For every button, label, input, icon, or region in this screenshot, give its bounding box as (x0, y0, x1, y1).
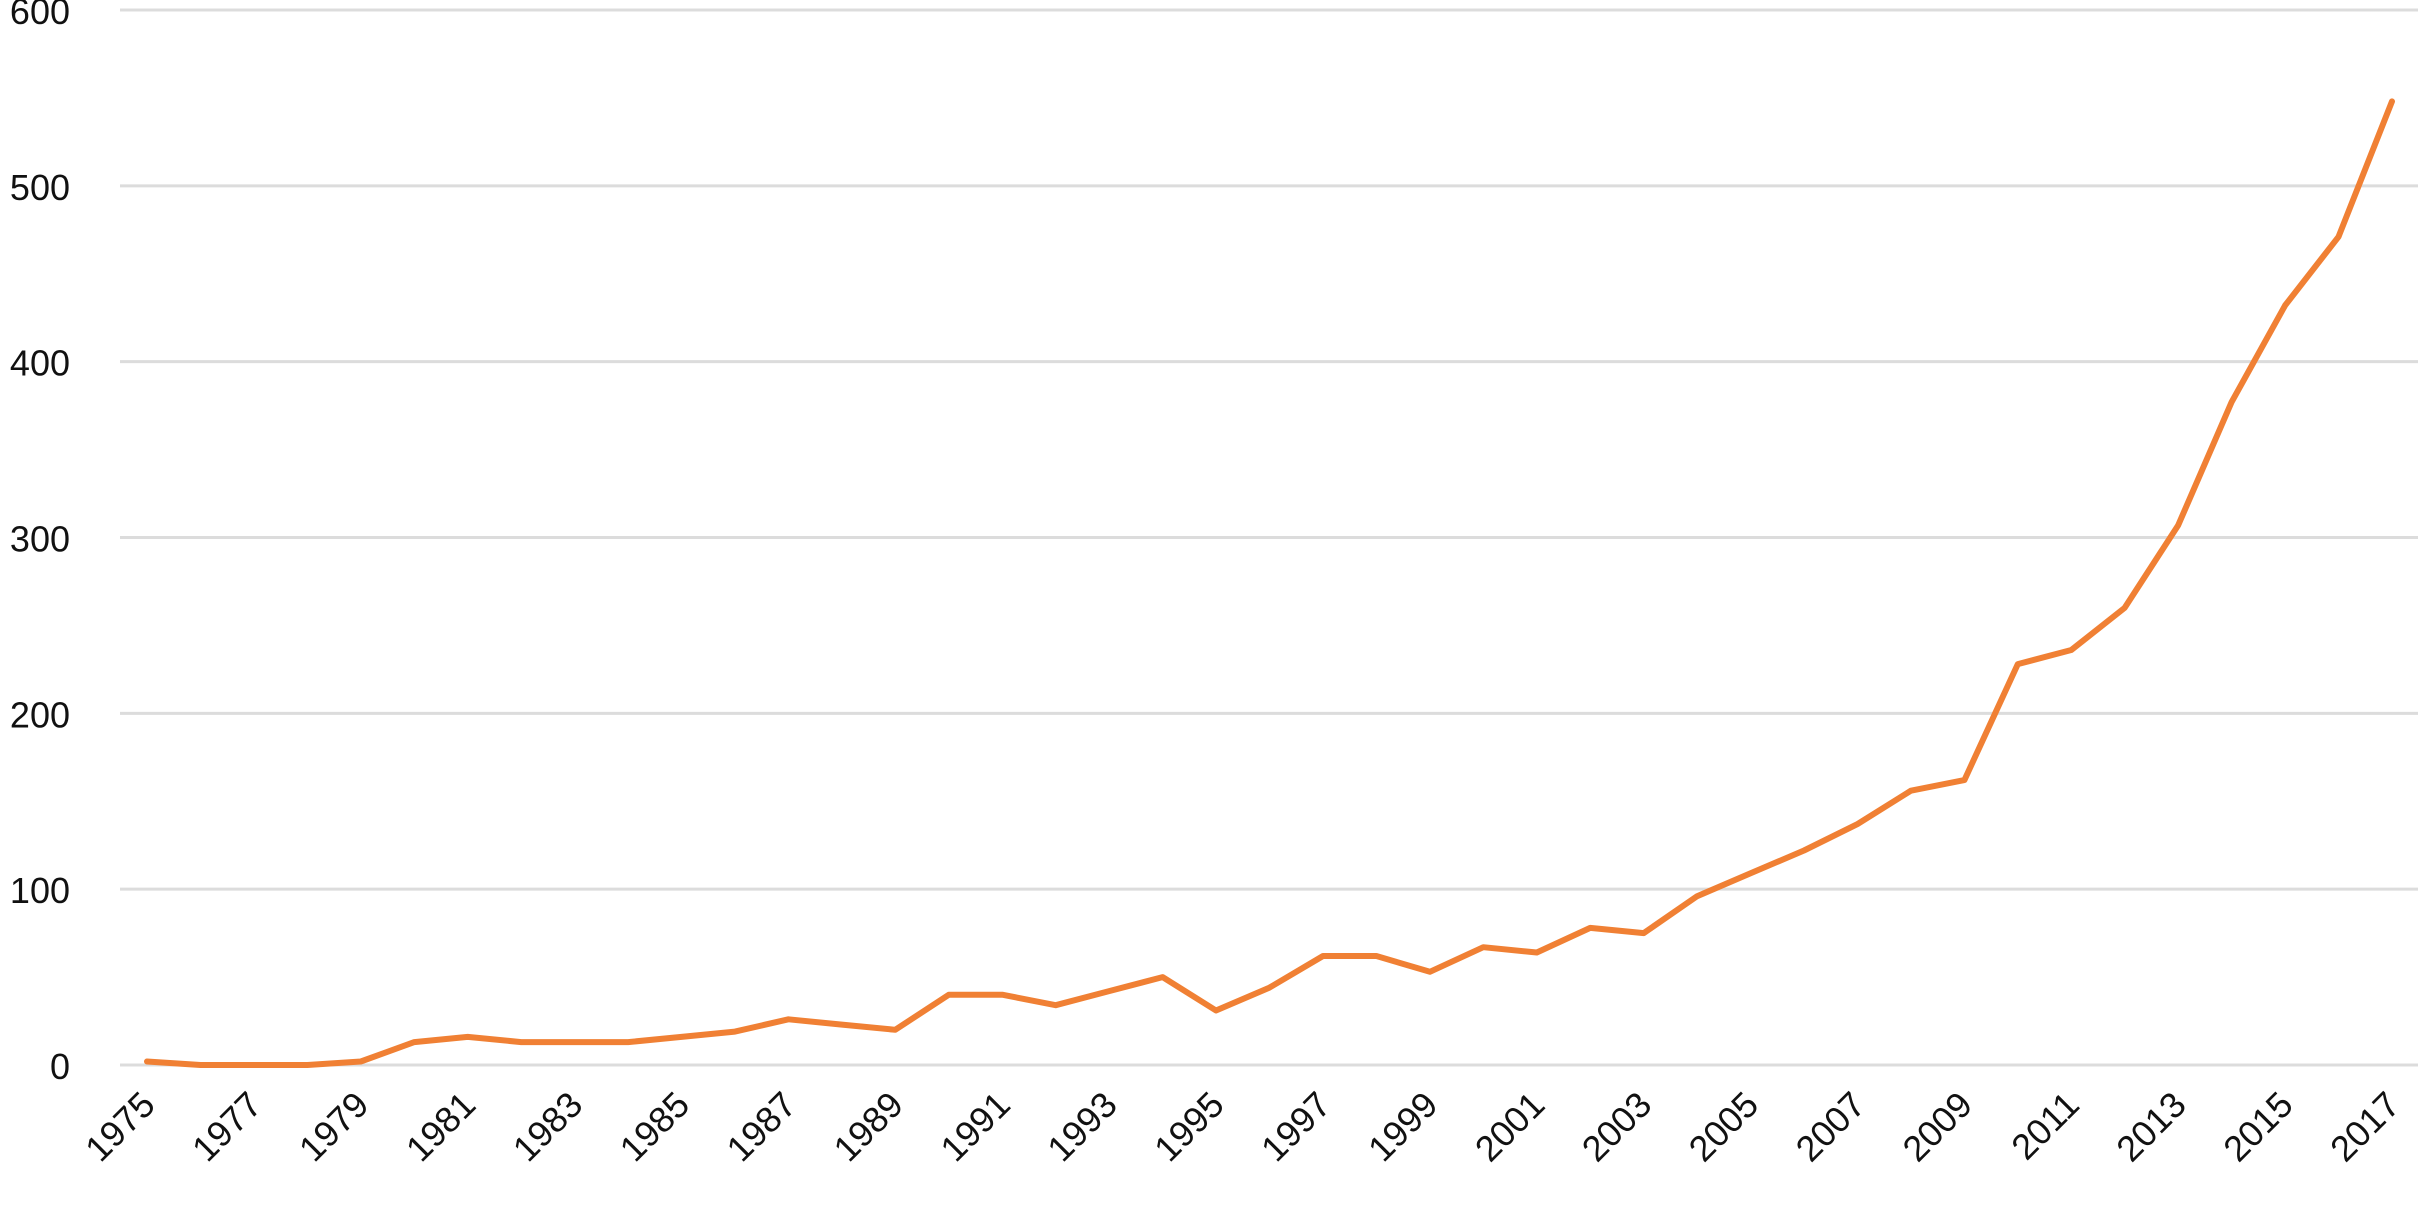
y-tick-label: 300 (10, 519, 70, 560)
x-tick-label: 1995 (1146, 1084, 1232, 1170)
x-tick-label: 1989 (825, 1084, 911, 1170)
x-tick-label: 1993 (1039, 1084, 1125, 1170)
y-tick-label: 100 (10, 870, 70, 911)
x-tick-label: 2011 (2003, 1084, 2087, 1168)
x-tick-label: 2015 (2215, 1084, 2301, 1170)
y-tick-label: 0 (50, 1046, 70, 1087)
x-tick-label: 1977 (184, 1084, 270, 1170)
x-tick-label: 1985 (612, 1084, 698, 1170)
x-tick-label: 1983 (505, 1084, 591, 1170)
x-tick-label: 1987 (718, 1084, 804, 1170)
data-line (144, 98, 2395, 1068)
x-tick-label: 1975 (77, 1084, 163, 1170)
x-tick-label: 1997 (1253, 1084, 1339, 1170)
x-tick-label: 1999 (1360, 1084, 1446, 1170)
x-tick-label: 2001 (1467, 1084, 1553, 1170)
y-tick-label: 400 (10, 343, 70, 384)
x-tick-label: 1981 (398, 1084, 484, 1170)
x-tick-label: 2007 (1788, 1084, 1874, 1170)
y-tick-label: 200 (10, 694, 70, 735)
x-tick-label: 1991 (932, 1084, 1018, 1170)
x-tick-label: 2013 (2108, 1084, 2194, 1170)
x-tick-label: 2017 (2322, 1084, 2408, 1170)
y-tick-label: 600 (10, 0, 70, 32)
x-tick-label: 2003 (1574, 1084, 1660, 1170)
y-tick-label: 500 (10, 167, 70, 208)
x-tick-label: 1979 (291, 1084, 377, 1170)
x-tick-label: 2005 (1681, 1084, 1767, 1170)
x-tick-label: 2009 (1894, 1084, 1980, 1170)
